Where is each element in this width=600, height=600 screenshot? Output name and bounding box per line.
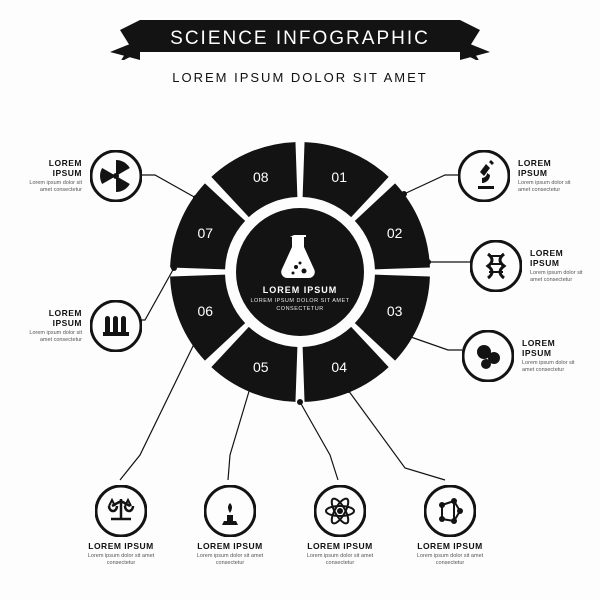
- item-title: LOREM IPSUM: [522, 338, 582, 358]
- atom-icon: [314, 485, 366, 537]
- molecule-cluster-icon: [462, 330, 514, 382]
- info-item: LOREM IPSUM Lorem ipsum dolor sit amet co…: [185, 485, 275, 567]
- item-sub: Lorem ipsum dolor sit amet consectetur: [522, 360, 582, 374]
- info-item: LOREM IPSUM Lorem ipsum dolor sit amet co…: [76, 485, 166, 567]
- center-sub: LOREM IPSUM DOLOR SIT AMETCONSECTETUR: [250, 298, 349, 313]
- item-title: LOREM IPSUM: [22, 308, 82, 328]
- item-sub: Lorem ipsum dolor sit amet consectetur: [185, 553, 275, 567]
- segment-number: 03: [387, 303, 403, 319]
- item-title: LOREM IPSUM: [405, 541, 495, 551]
- segment-number: 02: [387, 225, 403, 241]
- info-item: LOREM IPSUM Lorem ipsum dolor sit amet co…: [405, 485, 495, 567]
- item-sub: Lorem ipsum dolor sit amet consectetur: [518, 180, 578, 194]
- segment-number: 01: [331, 169, 347, 185]
- item-title: LOREM IPSUM: [295, 541, 385, 551]
- flask-icon: [278, 231, 322, 281]
- info-item: LOREM IPSUM Lorem ipsum dolor sit amet co…: [295, 485, 385, 567]
- item-title: LOREM IPSUM: [76, 541, 166, 551]
- segment-number: 07: [198, 225, 214, 241]
- info-item: LOREM IPSUM Lorem ipsum dolor sit amet co…: [458, 150, 578, 202]
- item-title: LOREM IPSUM: [22, 158, 82, 178]
- wheel-center: LOREM IPSUM LOREM IPSUM DOLOR SIT AMETCO…: [236, 208, 364, 336]
- burner-icon: [204, 485, 256, 537]
- item-sub: Lorem ipsum dolor sit amet consectetur: [22, 330, 82, 344]
- dna-icon: [470, 240, 522, 292]
- segment-wheel: LOREM IPSUM LOREM IPSUM DOLOR SIT AMETCO…: [170, 142, 430, 402]
- info-item: LOREM IPSUM Lorem ipsum dolor sit amet co…: [22, 300, 142, 352]
- scale-icon: [95, 485, 147, 537]
- center-label: LOREM IPSUM: [263, 285, 338, 295]
- item-sub: Lorem ipsum dolor sit amet consectetur: [405, 553, 495, 567]
- info-item: LOREM IPSUM Lorem ipsum dolor sit amet co…: [22, 150, 142, 202]
- info-item: LOREM IPSUM Lorem ipsum dolor sit amet co…: [462, 330, 582, 382]
- title-banner: SCIENCE INFOGRAPHIC: [110, 20, 490, 65]
- info-item: LOREM IPSUM Lorem ipsum dolor sit amet co…: [470, 240, 590, 292]
- molecule-hex-icon: [424, 485, 476, 537]
- item-title: LOREM IPSUM: [185, 541, 275, 551]
- segment-number: 05: [253, 359, 269, 375]
- item-title: LOREM IPSUM: [530, 248, 590, 268]
- item-sub: Lorem ipsum dolor sit amet consectetur: [295, 553, 385, 567]
- item-sub: Lorem ipsum dolor sit amet consectetur: [76, 553, 166, 567]
- segment-number: 06: [198, 303, 214, 319]
- page-subtitle: LOREM IPSUM DOLOR SIT AMET: [0, 70, 600, 85]
- page-title: SCIENCE INFOGRAPHIC: [110, 28, 490, 50]
- radiation-icon: [90, 150, 142, 202]
- segment-number: 08: [253, 169, 269, 185]
- segment-number: 04: [331, 359, 347, 375]
- item-sub: Lorem ipsum dolor sit amet consectetur: [530, 270, 590, 284]
- tubes-icon: [90, 300, 142, 352]
- item-title: LOREM IPSUM: [518, 158, 578, 178]
- microscope-icon: [458, 150, 510, 202]
- item-sub: Lorem ipsum dolor sit amet consectetur: [22, 180, 82, 194]
